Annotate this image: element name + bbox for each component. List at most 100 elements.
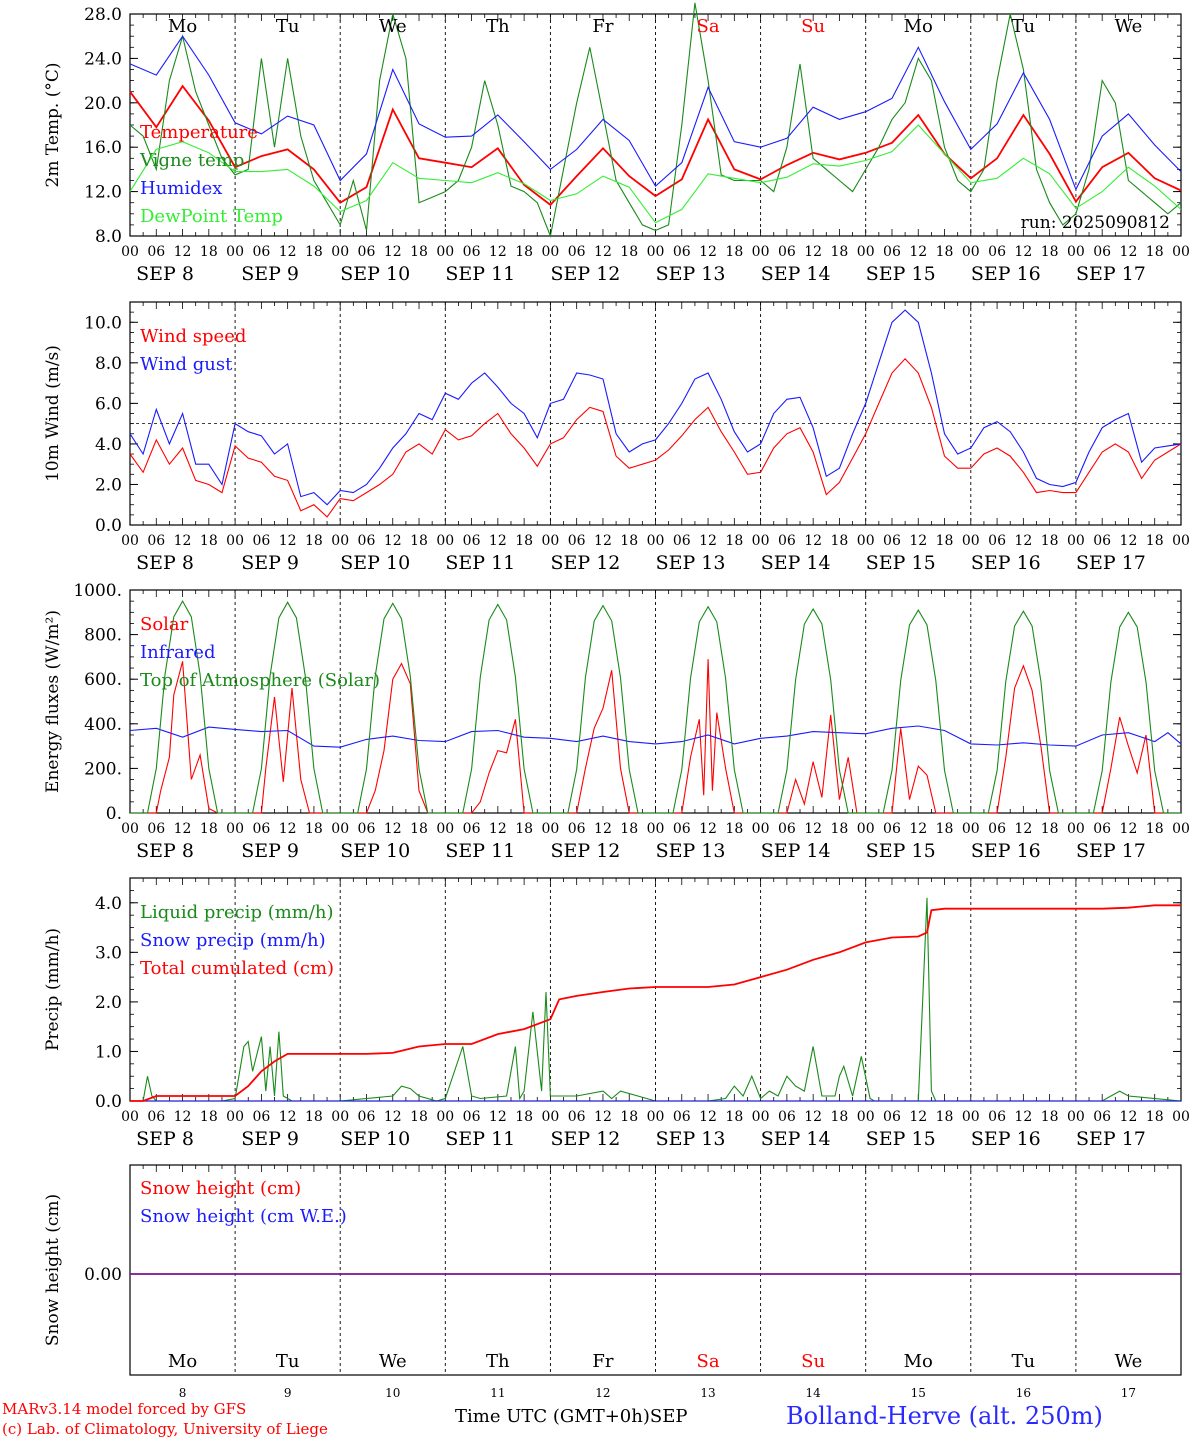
date-label: SEP 10 bbox=[340, 1128, 410, 1150]
hour-label: 18 bbox=[725, 821, 743, 837]
hour-label: 06 bbox=[673, 244, 691, 260]
legend-liquid-precip-mm-h-: Liquid precip (mm/h) bbox=[140, 902, 334, 923]
hour-label: 00 bbox=[226, 1109, 244, 1125]
hour-label: 00 bbox=[121, 244, 139, 260]
date-label: SEP 8 bbox=[136, 840, 194, 862]
day-number-label: 12 bbox=[595, 1386, 610, 1400]
hour-label: 18 bbox=[831, 1109, 849, 1125]
x-axis-label: Time UTC (GMT+0h)SEP bbox=[455, 1406, 687, 1427]
hour-label: 12 bbox=[909, 821, 927, 837]
hour-label: 06 bbox=[252, 1109, 270, 1125]
hour-label: 12 bbox=[279, 821, 297, 837]
hour-label: 18 bbox=[620, 533, 638, 549]
hour-label: 00 bbox=[121, 821, 139, 837]
legend-solar: Solar bbox=[140, 614, 189, 635]
hour-label: 00 bbox=[647, 1109, 665, 1125]
hour-label: 12 bbox=[384, 244, 402, 260]
day-number-label: 16 bbox=[1016, 1386, 1031, 1400]
hour-label: 06 bbox=[1093, 244, 1111, 260]
hour-label: 12 bbox=[384, 821, 402, 837]
y-tick-label: 28.0 bbox=[84, 5, 122, 25]
y-tick-label: 8.0 bbox=[95, 354, 122, 374]
hour-label: 00 bbox=[647, 533, 665, 549]
hour-label: 00 bbox=[541, 821, 559, 837]
day-name-label: Tu bbox=[276, 16, 300, 37]
y-axis-title: 2m Temp. (°C) bbox=[43, 62, 63, 187]
hour-label: 18 bbox=[1146, 533, 1164, 549]
day-name-label: Tu bbox=[276, 1351, 300, 1372]
hour-label: 06 bbox=[778, 1109, 796, 1125]
day-name-label: Tu bbox=[1012, 16, 1036, 37]
hour-label: 06 bbox=[883, 533, 901, 549]
series-line-dewpoint-temp bbox=[129, 124, 1182, 224]
hour-label: 00 bbox=[436, 1109, 454, 1125]
hour-label: 06 bbox=[988, 244, 1006, 260]
hour-label: 06 bbox=[568, 244, 586, 260]
hour-label: 00 bbox=[1172, 244, 1190, 260]
day-name-label: Sa bbox=[697, 1351, 720, 1372]
y-tick-label: 0.0 bbox=[95, 516, 122, 536]
hour-label: 00 bbox=[752, 821, 770, 837]
hour-label: 06 bbox=[778, 244, 796, 260]
hour-label: 06 bbox=[778, 821, 796, 837]
day-number-label: 11 bbox=[490, 1386, 505, 1400]
date-label: SEP 17 bbox=[1076, 1128, 1146, 1150]
legend-humidex: Humidex bbox=[140, 178, 222, 199]
series-line-wind-gust bbox=[129, 309, 1182, 506]
hour-label: 12 bbox=[279, 1109, 297, 1125]
date-label: SEP 9 bbox=[241, 552, 299, 574]
hour-label: 06 bbox=[883, 244, 901, 260]
hour-label: 00 bbox=[436, 533, 454, 549]
y-tick-label: 0. bbox=[106, 804, 122, 824]
series-line-infrared bbox=[129, 725, 1182, 748]
hour-label: 06 bbox=[147, 1109, 165, 1125]
hour-label: 00 bbox=[857, 821, 875, 837]
legend-snow-height-cm-w-e-: Snow height (cm W.E.) bbox=[140, 1206, 347, 1227]
date-label: SEP 12 bbox=[550, 263, 620, 285]
date-label: SEP 8 bbox=[136, 1128, 194, 1150]
hour-label: 00 bbox=[121, 1109, 139, 1125]
hour-label: 12 bbox=[594, 1109, 612, 1125]
date-label: SEP 10 bbox=[340, 552, 410, 574]
hour-label: 06 bbox=[252, 821, 270, 837]
legend-temperature: Temperature bbox=[140, 122, 258, 143]
hour-label: 06 bbox=[463, 244, 481, 260]
hour-label: 18 bbox=[1041, 533, 1059, 549]
hour-label: 12 bbox=[594, 533, 612, 549]
hour-label: 00 bbox=[962, 1109, 980, 1125]
hour-label: 18 bbox=[410, 244, 428, 260]
credit-line-model: MARv3.14 model forced by GFS bbox=[2, 1400, 247, 1418]
day-name-label: Su bbox=[801, 1351, 825, 1372]
hour-label: 12 bbox=[909, 1109, 927, 1125]
y-tick-label: 8.0 bbox=[95, 227, 122, 247]
hour-label: 00 bbox=[331, 533, 349, 549]
hour-label: 06 bbox=[778, 533, 796, 549]
date-label: SEP 14 bbox=[761, 840, 831, 862]
hour-label: 12 bbox=[1014, 821, 1032, 837]
hour-label: 18 bbox=[305, 1109, 323, 1125]
hour-label: 12 bbox=[489, 1109, 507, 1125]
series-line-vigne-temp bbox=[129, 2, 1182, 238]
plot-frame bbox=[129, 589, 1182, 814]
hour-label: 00 bbox=[857, 1109, 875, 1125]
month-label: SEP bbox=[649, 1406, 688, 1427]
date-label: SEP 11 bbox=[445, 1128, 515, 1150]
hour-label: 06 bbox=[988, 533, 1006, 549]
day-name-label: We bbox=[1115, 16, 1143, 37]
date-label: SEP 17 bbox=[1076, 840, 1146, 862]
hour-label: 18 bbox=[200, 1109, 218, 1125]
hour-label: 00 bbox=[331, 821, 349, 837]
day-number-label: 8 bbox=[179, 1386, 187, 1400]
y-tick-label: 4.0 bbox=[95, 435, 122, 455]
date-label: SEP 13 bbox=[656, 1128, 726, 1150]
hour-label: 00 bbox=[647, 244, 665, 260]
day-name-label: Su bbox=[801, 16, 825, 37]
hour-label: 12 bbox=[804, 1109, 822, 1125]
date-label: SEP 12 bbox=[550, 840, 620, 862]
hour-label: 12 bbox=[174, 821, 192, 837]
date-label: SEP 17 bbox=[1076, 552, 1146, 574]
hour-label: 06 bbox=[358, 821, 376, 837]
date-label: SEP 16 bbox=[971, 263, 1041, 285]
date-label: SEP 16 bbox=[971, 552, 1041, 574]
